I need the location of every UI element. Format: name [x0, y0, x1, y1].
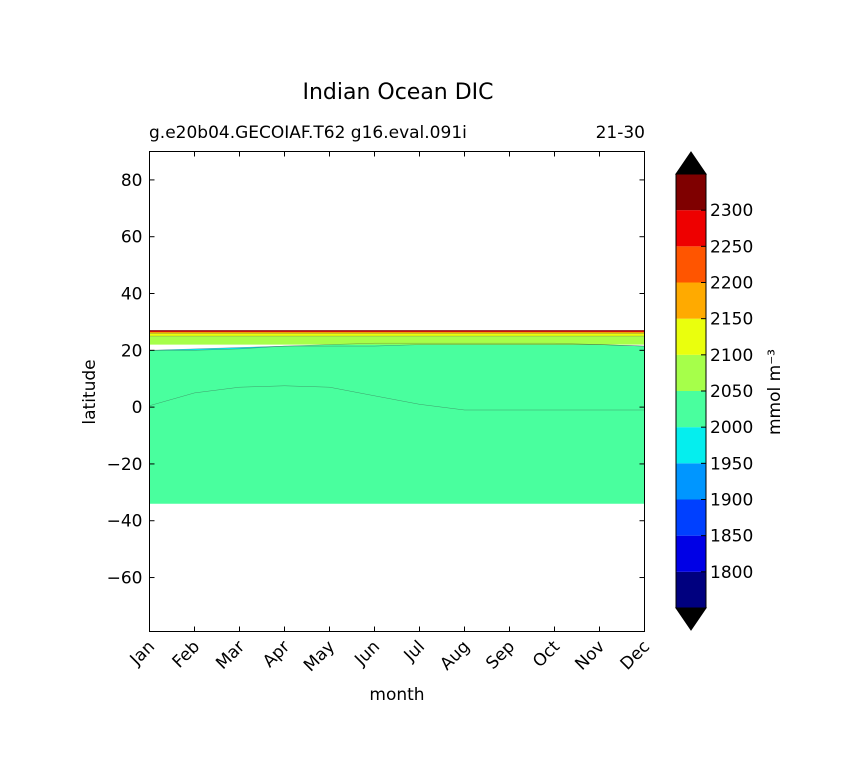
- colorbar-swatch-2150: [676, 282, 706, 319]
- x-tick-label: Oct: [529, 637, 564, 672]
- x-tick-label: Jan: [126, 637, 159, 670]
- colorbar-tick-label: 2100: [710, 346, 753, 366]
- x-tick-label: Nov: [571, 637, 609, 675]
- colorbar-extend-top: [675, 151, 707, 175]
- colorbar-extend-bottom: [675, 607, 707, 631]
- y-tick-label: −40: [107, 512, 143, 532]
- y-tick-label: 20: [121, 341, 143, 361]
- colorbar-tick-label: 1950: [710, 454, 753, 474]
- colorbar-swatch-2000: [676, 391, 706, 428]
- colorbar-swatch-1950: [676, 427, 706, 464]
- colorbar-tick-label: 1800: [710, 563, 753, 583]
- contour-line-1950: [149, 344, 645, 351]
- colorbar-label: mmol m⁻³: [765, 349, 785, 435]
- colorbar-swatch-2300: [676, 174, 706, 211]
- y-tick-label: 0: [132, 398, 143, 418]
- colorbar-tick-label: 2150: [710, 310, 753, 330]
- colorbar-swatch-2200: [676, 246, 706, 283]
- colorbar-swatch-1900: [676, 463, 706, 500]
- y-axis-label: latitude: [80, 359, 100, 424]
- x-tick-label: Mar: [212, 637, 249, 674]
- y-tick-label: 40: [121, 285, 143, 305]
- contour-line-2000: [149, 343, 645, 351]
- x-tick-label: May: [300, 637, 339, 676]
- chart-subtitle-right: 21-30: [596, 123, 645, 143]
- y-tick-label: 80: [121, 171, 143, 191]
- x-tick-label: Apr: [259, 637, 294, 672]
- y-axis-ticks: 80 60 40 20 0 −20 −40 −60: [107, 171, 645, 589]
- colorbar-swatch-1850: [676, 499, 706, 536]
- x-tick-label: Sep: [482, 637, 519, 674]
- x-tick-label: Jul: [400, 637, 429, 666]
- plot-frame: [149, 151, 645, 632]
- colorbar-swatch-2250: [676, 210, 706, 247]
- colorbar-swatch-2050: [676, 354, 706, 391]
- chart-title: Indian Ocean DIC: [302, 80, 493, 105]
- colorbar-tick-label: 2050: [710, 382, 753, 402]
- chart-subtitle-left: g.e20b04.GECOIAF.T62 g16.eval.091i: [149, 123, 467, 143]
- colorbar-tick-label: 2250: [710, 237, 753, 257]
- contour-band-2250-2300: [149, 330, 645, 332]
- x-tick-label: Jun: [350, 637, 384, 671]
- plot-area: Jan Feb Mar Apr May Jun Jul Aug Sep Oct Nov Dec 80 6…: [107, 151, 654, 676]
- contour-bands: [149, 330, 645, 504]
- y-tick-label: −20: [107, 455, 143, 475]
- contour-lines: [149, 330, 645, 411]
- y-tick-label: −60: [107, 569, 143, 589]
- colorbar-tick-label: 2200: [710, 274, 753, 294]
- colorbar-swatch-2100: [676, 318, 706, 355]
- colorbar-tick-label: 1850: [710, 527, 753, 547]
- x-tick-label: Dec: [617, 637, 654, 674]
- colorbar-swatch-1750: [676, 571, 706, 608]
- contour-band-2000-2050: [149, 343, 645, 504]
- contour-line-1900: [149, 385, 645, 411]
- colorbar-tick-label: 2300: [710, 201, 753, 221]
- x-axis-label: month: [369, 685, 424, 705]
- colorbar-ticks: 1800 1850 1900 1950 2000 2050 2100 2150 2200 2250…: [701, 201, 753, 583]
- colorbar-tick-label: 1900: [710, 491, 753, 511]
- x-tick-label: Feb: [169, 637, 204, 672]
- x-tick-label: Aug: [436, 637, 474, 675]
- colorbar: [675, 151, 707, 631]
- contour-band-2050-2100: [149, 336, 645, 345]
- y-tick-label: 60: [121, 228, 143, 248]
- colorbar-swatch-1800: [676, 535, 706, 572]
- contour-band-2100-2150: [149, 333, 645, 337]
- contour-band-2150-2200: [149, 331, 645, 334]
- colorbar-tick-label: 2000: [710, 418, 753, 438]
